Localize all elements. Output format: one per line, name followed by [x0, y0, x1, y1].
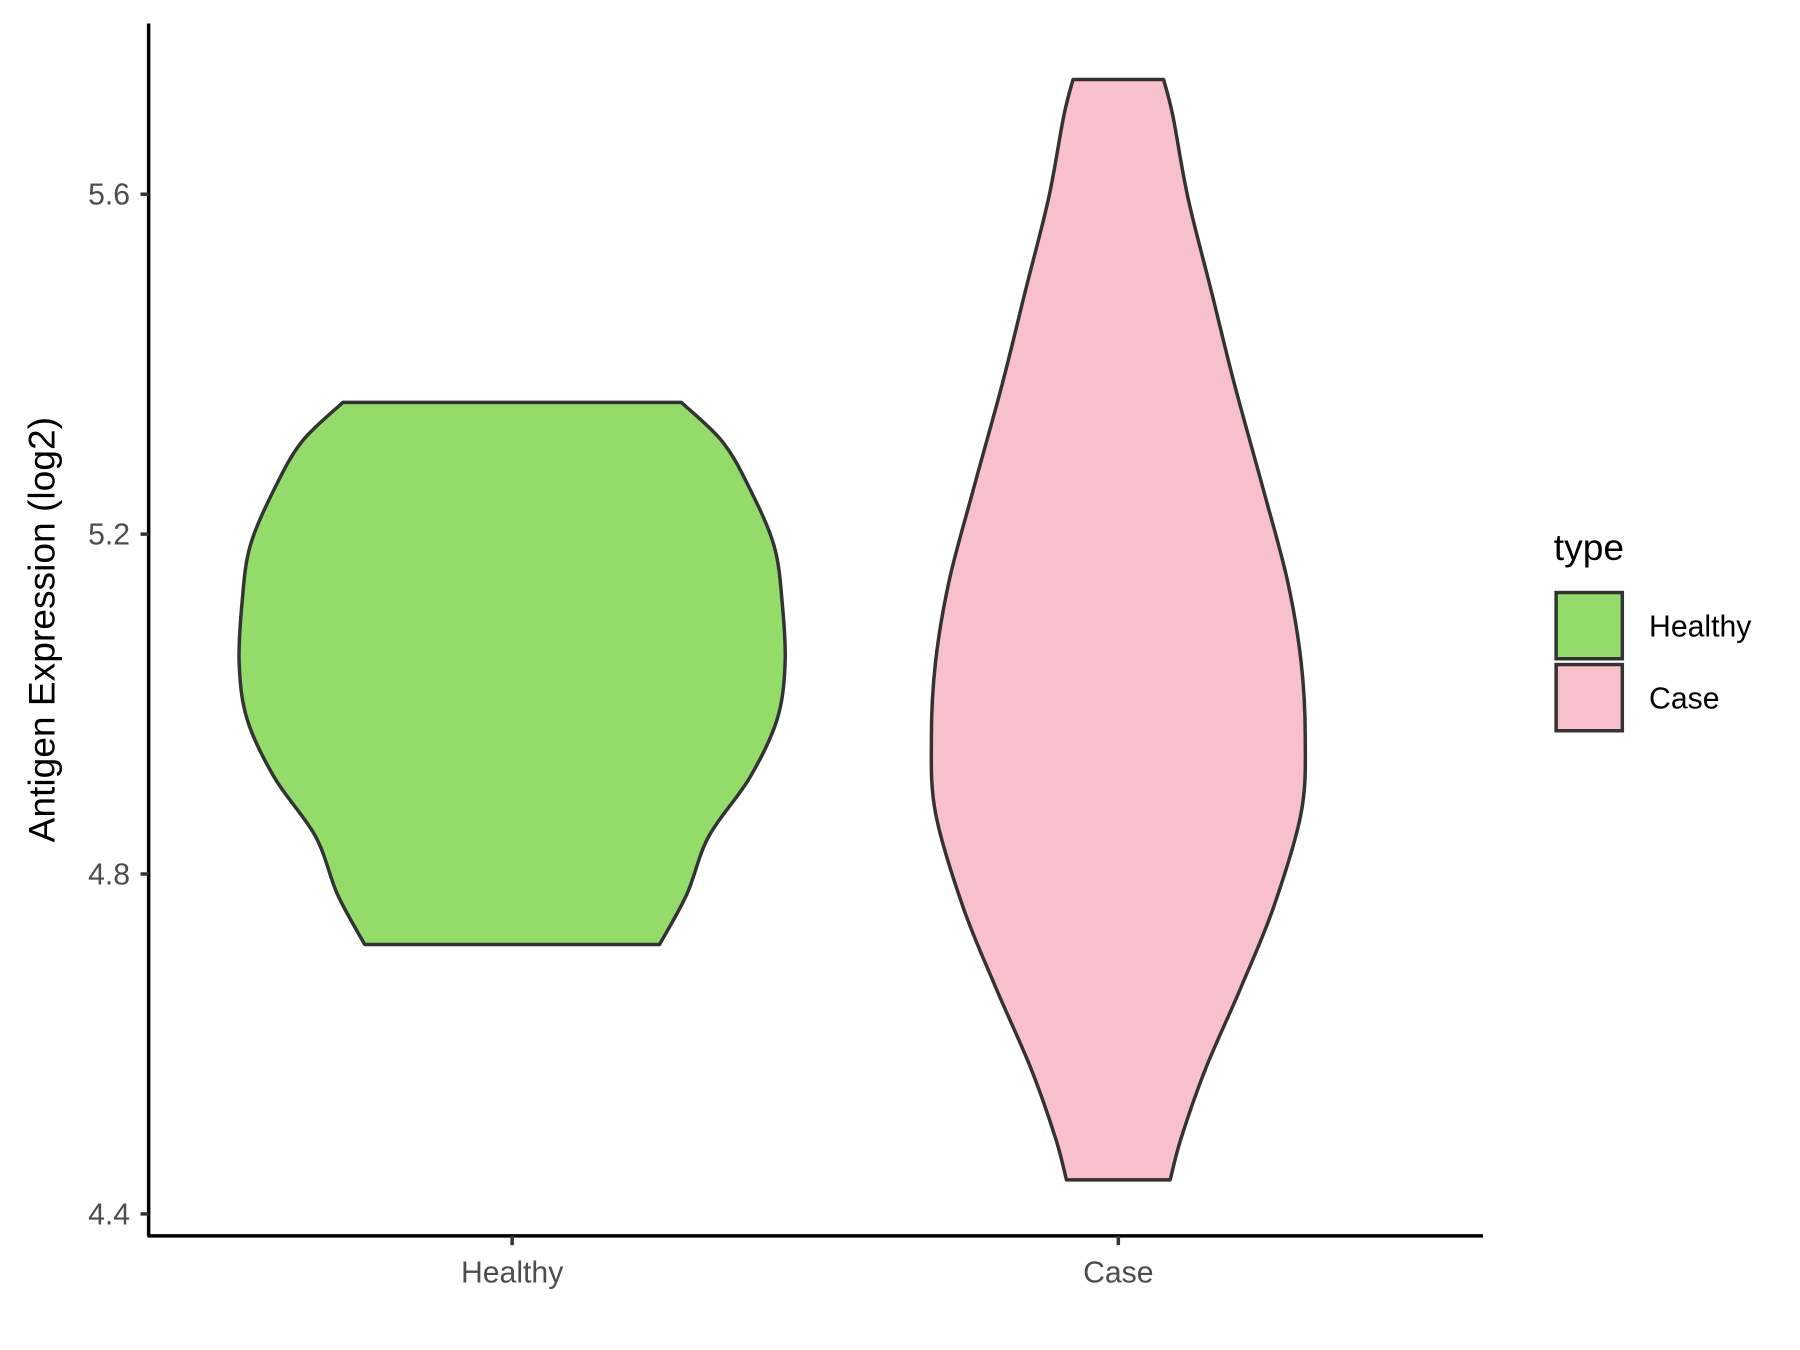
x-tick-label: Healthy: [461, 1256, 564, 1289]
legend: type Healthy Case: [1554, 526, 1752, 733]
y-tick-label: 4.8: [88, 858, 130, 891]
x-tick-label: Case: [1083, 1256, 1153, 1289]
y-tick-label: 5.2: [88, 519, 130, 552]
y-ticks: 4.4 4.8 5.2 5.6: [88, 179, 149, 1231]
y-tick-label: 4.4: [88, 1198, 130, 1231]
x-ticks: Healthy Case: [461, 1235, 1154, 1289]
legend-title: type: [1554, 526, 1624, 568]
legend-label: Healthy: [1649, 611, 1752, 644]
y-tick-label: 5.6: [88, 179, 130, 212]
legend-label: Case: [1649, 683, 1719, 716]
y-axis-label: Antigen Expression (log2): [21, 417, 63, 842]
violins: [237, 77, 1308, 1182]
legend-swatch-case: [1554, 662, 1625, 733]
legend-swatch-healthy: [1554, 590, 1625, 661]
violin-case: [929, 77, 1308, 1182]
violin-healthy: [237, 400, 787, 947]
